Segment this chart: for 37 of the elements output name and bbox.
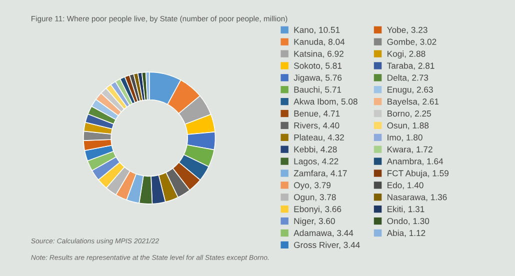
legend-label: Ebonyi, 3.66 bbox=[294, 206, 342, 214]
legend-label: Nasarawa, 1.36 bbox=[388, 194, 447, 202]
legend-label: Ondo, 1.30 bbox=[387, 218, 430, 226]
legend-label: Adamawa, 3.44 bbox=[294, 230, 354, 238]
legend-label: Ogun, 3.78 bbox=[294, 194, 336, 202]
legend-label: Borno, 2.25 bbox=[388, 110, 431, 118]
legend-label: Kano, 10.51 bbox=[294, 26, 340, 34]
legend-label: Jigawa, 5.76 bbox=[294, 74, 342, 82]
legend-label: Enugu, 2.63 bbox=[388, 86, 433, 94]
legend-label: Yobe, 3.23 bbox=[387, 26, 428, 34]
legend-label: Gombe, 3.02 bbox=[387, 38, 436, 46]
legend-label: Kogi, 2.88 bbox=[388, 50, 426, 59]
legend-label: Katsina, 6.92 bbox=[294, 50, 344, 58]
legend-label: Imo, 1.80 bbox=[388, 134, 422, 142]
legend-label: Akwa Ibom, 5.08 bbox=[294, 98, 358, 106]
legend-label: Delta, 2.73 bbox=[388, 74, 428, 82]
legend-label: Bayelsa, 2.61 bbox=[388, 98, 439, 106]
legend-label: Benue, 4.71 bbox=[294, 110, 340, 118]
legend-label: Taraba, 2.81 bbox=[387, 62, 434, 70]
legend-label: Kebbi, 4.28 bbox=[294, 146, 337, 154]
legend-label: Edo, 1.40 bbox=[388, 182, 424, 190]
legend-label: Niger, 3.60 bbox=[294, 218, 335, 226]
legend-label: Anambra, 1.64 bbox=[386, 158, 444, 166]
legend-label: Ekiti, 1.31 bbox=[388, 206, 424, 214]
legend-label: Gross River, 3.44 bbox=[294, 242, 360, 250]
legend-label: Plateau, 4.32 bbox=[294, 134, 344, 142]
legend-label: Kwara, 1.72 bbox=[388, 146, 432, 154]
legend-label: Osun, 1.88 bbox=[387, 122, 429, 130]
legend-label: Abia, 1.12 bbox=[386, 230, 426, 238]
legend-label: Zamfara, 4.17 bbox=[294, 170, 347, 178]
legend-label: FCT Abuja, 1.59 bbox=[388, 170, 448, 178]
legend-label: Sokoto, 5.81 bbox=[294, 62, 342, 70]
legend-label: Bauchi, 5.71 bbox=[294, 86, 342, 94]
legend-label: Rivers, 4.40 bbox=[294, 122, 340, 130]
legend-label: Kanuda, 8.04 bbox=[294, 38, 345, 46]
legend-label: Oyo, 3.79 bbox=[294, 182, 331, 190]
legend-label: Lagos, 4.22 bbox=[294, 158, 338, 166]
